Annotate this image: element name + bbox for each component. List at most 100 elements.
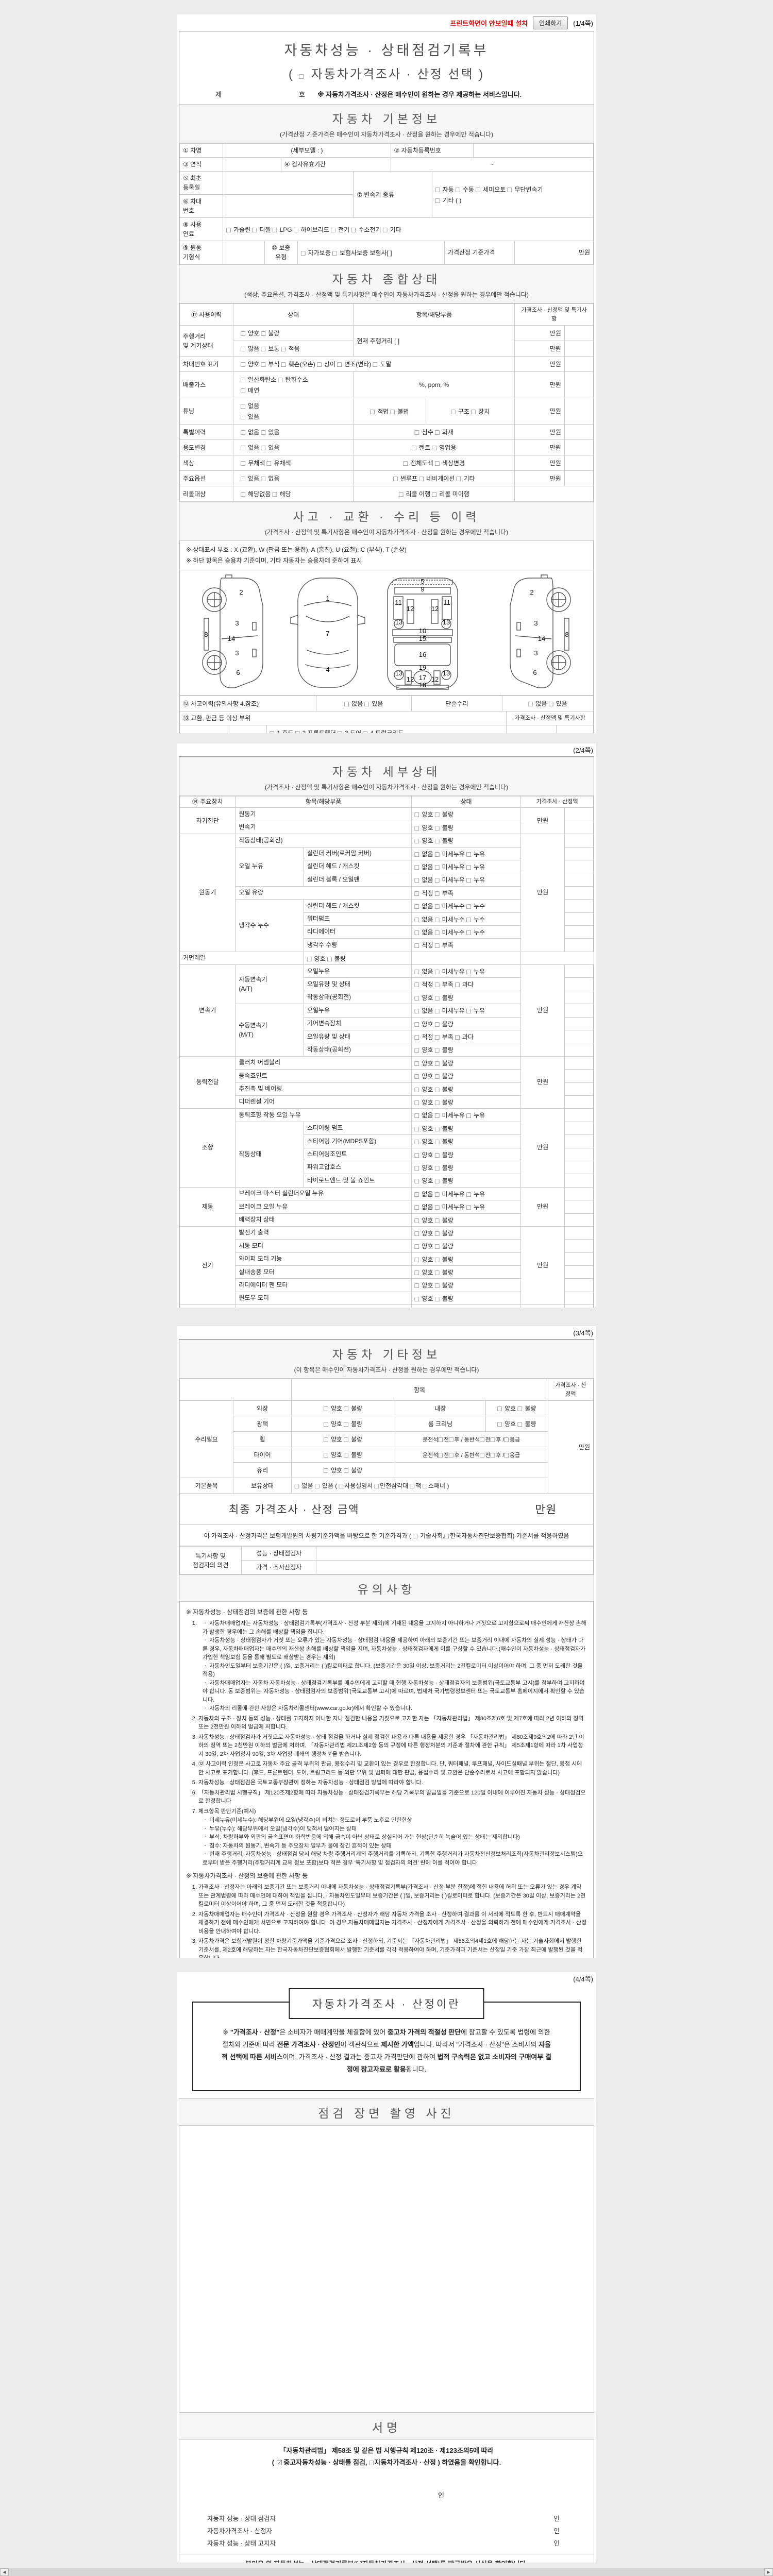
checkbox[interactable]: □ — [434, 862, 440, 871]
checkbox[interactable]: □ — [369, 2458, 374, 2467]
checkbox[interactable]: □ — [517, 1404, 523, 1413]
checkbox[interactable]: □ — [434, 968, 440, 976]
checkbox[interactable]: □ — [324, 1466, 328, 1475]
checkbox[interactable]: □ — [324, 1404, 328, 1413]
checkbox[interactable]: □ — [480, 1435, 484, 1444]
checkbox[interactable]: □ — [434, 1059, 440, 1067]
checkbox[interactable]: □ — [241, 490, 245, 498]
checkbox[interactable]: □ — [434, 1007, 440, 1015]
checkbox[interactable]: □ — [414, 1190, 419, 1198]
checkbox[interactable]: □ — [281, 360, 286, 368]
checkbox[interactable]: □ — [324, 1435, 328, 1444]
checkbox[interactable]: □ — [414, 837, 419, 845]
checkbox[interactable]: □ — [451, 407, 456, 416]
checkbox[interactable]: □ — [270, 729, 275, 733]
checkbox[interactable]: □ — [434, 1268, 440, 1277]
checkbox[interactable]: □ — [434, 1085, 440, 1094]
checkbox[interactable]: □ — [504, 1435, 509, 1444]
checkbox[interactable]: □ — [414, 1203, 419, 1212]
checkbox[interactable]: □ — [410, 1482, 415, 1490]
checkbox[interactable]: □ — [414, 428, 419, 436]
checkbox[interactable]: □ — [434, 1150, 440, 1159]
checkbox[interactable]: □ — [393, 474, 398, 483]
checkbox[interactable]: □ — [466, 915, 471, 924]
checkbox[interactable]: □ — [241, 360, 245, 368]
checkbox[interactable]: □ — [434, 1177, 440, 1185]
checkbox[interactable]: □ — [317, 360, 322, 368]
checkbox[interactable]: □ — [261, 444, 266, 452]
checkbox[interactable]: □ — [434, 1138, 440, 1146]
checkbox[interactable]: □ — [435, 196, 440, 205]
checkbox[interactable]: □ — [414, 1072, 419, 1081]
checkbox[interactable]: □ — [364, 700, 369, 708]
checkbox[interactable]: □ — [344, 1466, 348, 1475]
checkbox[interactable]: □ — [414, 902, 419, 911]
checkbox[interactable]: □ — [434, 902, 440, 911]
checkbox[interactable]: □ — [294, 1482, 299, 1490]
checkbox[interactable]: □ — [390, 407, 395, 416]
checkbox[interactable]: □ — [414, 1098, 419, 1107]
checkbox[interactable]: □ — [261, 474, 266, 483]
checkbox[interactable]: □ — [414, 1007, 419, 1015]
checkbox[interactable]: □ — [261, 345, 266, 353]
checkbox[interactable]: □ — [241, 345, 245, 353]
checkbox[interactable]: □ — [434, 980, 440, 989]
checkbox[interactable]: □ — [414, 1085, 419, 1094]
checkbox[interactable]: □ — [315, 1482, 320, 1490]
checkbox[interactable]: □ — [261, 428, 266, 436]
checkbox[interactable]: □ — [241, 444, 245, 452]
checkbox[interactable]: □ — [435, 185, 440, 194]
checkbox[interactable]: □ — [344, 1420, 348, 1428]
checkbox[interactable]: □ — [344, 1435, 348, 1444]
checkbox[interactable]: □ — [414, 993, 419, 1002]
checkbox[interactable]: □ — [414, 823, 419, 832]
checkbox[interactable]: □ — [455, 1033, 460, 1042]
checkbox[interactable]: □ — [412, 444, 416, 452]
checkbox[interactable]: □ — [414, 862, 419, 871]
checkbox[interactable]: □ — [434, 993, 440, 1002]
checkbox[interactable]: □ — [414, 928, 419, 937]
checkbox[interactable]: □ — [490, 1451, 495, 1459]
checkbox[interactable]: □ — [466, 1111, 471, 1120]
checkbox[interactable]: □ — [327, 954, 332, 963]
checkbox[interactable]: □ — [261, 360, 266, 368]
checkbox[interactable]: □ — [241, 459, 245, 467]
checkbox[interactable]: □ — [331, 225, 335, 234]
checkbox[interactable]: □ — [338, 729, 342, 733]
checkbox[interactable]: □ — [434, 459, 440, 467]
checkbox[interactable]: □ — [434, 876, 440, 885]
checkbox[interactable]: □ — [414, 889, 419, 897]
checkbox[interactable]: □ — [414, 1216, 419, 1225]
checkbox[interactable]: □ — [471, 407, 476, 416]
checkbox[interactable]: □ — [456, 185, 460, 194]
horizontal-scrollbar[interactable]: ◀ ▶ — [0, 2568, 773, 2576]
checkbox[interactable]: □ — [432, 490, 436, 498]
checkbox[interactable]: □ — [448, 1435, 453, 1444]
checkbox[interactable]: □ — [241, 428, 245, 436]
checkbox[interactable]: □ — [466, 850, 471, 858]
checkbox[interactable]: □ — [337, 360, 342, 368]
checkbox[interactable]: □ — [414, 1177, 419, 1185]
checkbox[interactable]: □ — [419, 474, 424, 483]
checkbox[interactable]: □ — [344, 1451, 348, 1459]
checkbox[interactable]: □ — [241, 474, 245, 483]
checkbox[interactable]: □ — [339, 1482, 344, 1490]
checkbox[interactable]: □ — [295, 729, 300, 733]
checkbox[interactable]: □ — [414, 1242, 419, 1251]
checkbox[interactable]: □ — [414, 1111, 419, 1120]
checkbox[interactable]: □ — [434, 428, 440, 436]
checkbox[interactable]: □ — [281, 345, 286, 353]
checkbox[interactable]: □ — [414, 876, 419, 885]
checkbox[interactable]: □ — [344, 700, 349, 708]
checkbox[interactable]: □ — [414, 1255, 419, 1264]
checkbox[interactable]: □ — [466, 928, 471, 937]
checkbox[interactable]: □ — [434, 1163, 440, 1172]
checkbox[interactable]: □ — [434, 810, 440, 819]
checkbox[interactable]: □ — [423, 1482, 427, 1490]
checkbox[interactable]: □ — [414, 968, 419, 976]
checkbox[interactable]: □ — [363, 729, 367, 733]
checkbox[interactable]: □ — [300, 248, 306, 257]
checkbox[interactable]: □ — [434, 1203, 440, 1212]
checkbox[interactable]: □ — [434, 850, 440, 858]
checkbox[interactable]: □ — [241, 386, 245, 395]
